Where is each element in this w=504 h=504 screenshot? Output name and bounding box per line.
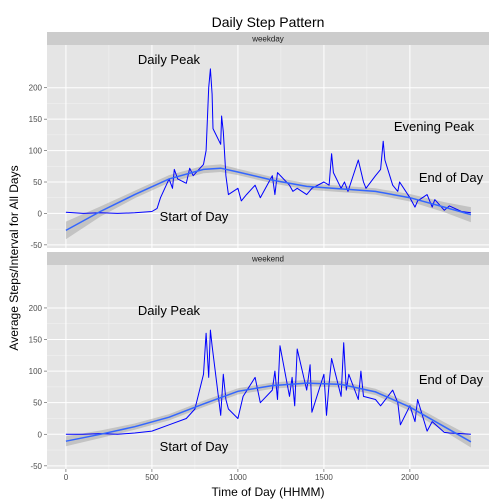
y-tick-label: 200 bbox=[29, 84, 43, 93]
y-tick-label: 200 bbox=[29, 304, 43, 313]
strip-label: weekend bbox=[251, 255, 284, 264]
y-tick-label: 150 bbox=[29, 336, 43, 345]
smooth-line bbox=[65, 382, 472, 443]
plot-area bbox=[65, 68, 472, 240]
x-tick-label: 500 bbox=[145, 473, 159, 482]
annotation-evening-peak: Evening Peak bbox=[394, 119, 475, 134]
y-tick-label: 0 bbox=[38, 430, 43, 439]
panel-background bbox=[47, 45, 489, 248]
y-tick-label: 150 bbox=[29, 115, 43, 124]
facet-panels: weekday -50 0 50 100 150 200 Daily Peak Evening … bbox=[29, 32, 489, 482]
y-tick-label: 100 bbox=[29, 147, 43, 156]
x-tick-label: 1000 bbox=[229, 473, 247, 482]
annotation-end-of-day: End of Day bbox=[419, 372, 484, 387]
y-tick-label: -50 bbox=[30, 241, 42, 250]
chart-title: Daily Step Pattern bbox=[212, 14, 325, 30]
strip-weekday bbox=[47, 32, 489, 45]
annotation-daily-peak: Daily Peak bbox=[138, 303, 201, 318]
x-tick-label: 1500 bbox=[315, 473, 333, 482]
annotation-daily-peak: Daily Peak bbox=[138, 52, 201, 67]
smooth-line bbox=[65, 167, 472, 232]
strip-label: weekday bbox=[251, 35, 284, 44]
annotation-end-of-day: End of Day bbox=[419, 170, 484, 185]
plot-area bbox=[65, 329, 472, 448]
x-axis-title: Time of Day (HHMM) bbox=[212, 485, 325, 499]
annotation-start-of-day: Start of Day bbox=[160, 209, 229, 224]
y-axis-title: Average Steps/Interval for All Days bbox=[7, 165, 21, 350]
panel-weekday: weekday -50 0 50 100 150 200 Daily Peak Evening … bbox=[29, 32, 489, 250]
y-tick-label: 0 bbox=[38, 209, 43, 218]
x-tick-label: 2000 bbox=[401, 473, 419, 482]
strip-weekend bbox=[47, 252, 489, 265]
y-tick-label: -50 bbox=[30, 462, 42, 471]
y-tick-label: 50 bbox=[33, 178, 42, 187]
panel-background bbox=[47, 265, 489, 469]
x-tick-label: 0 bbox=[64, 473, 69, 482]
steps-line bbox=[65, 329, 471, 435]
y-tick-label: 50 bbox=[33, 399, 42, 408]
annotation-start-of-day: Start of Day bbox=[160, 439, 229, 454]
y-tick-label: 100 bbox=[29, 367, 43, 376]
